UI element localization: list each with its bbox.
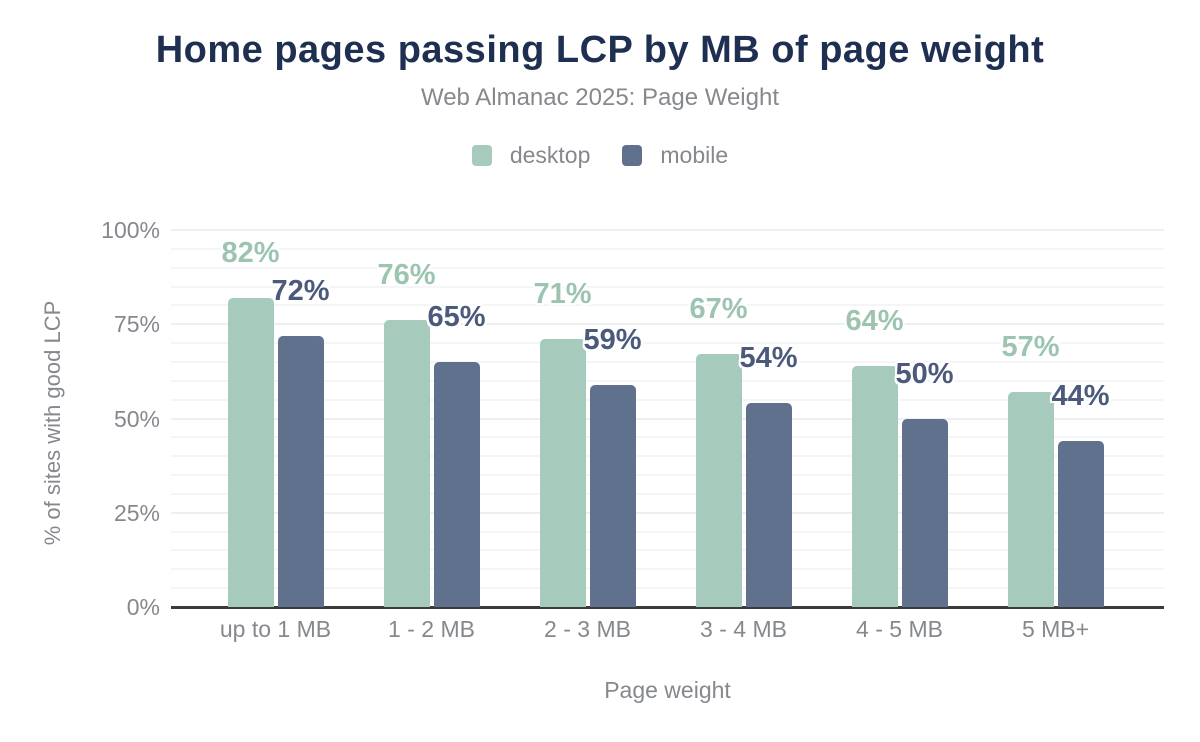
bar-desktop-6[interactable]: 57% <box>1001 333 1060 607</box>
gridline <box>171 530 1164 533</box>
gridline <box>171 342 1164 345</box>
gridline <box>171 229 1164 231</box>
x-axis-line <box>171 606 1164 609</box>
plot-area: 82% 72% 76% 65% 71% 59% 67% 54% 64% 50% 57% 44% <box>171 229 1164 609</box>
bar-value-label-mobile-3: 59% <box>583 323 642 356</box>
gridline <box>171 492 1164 495</box>
legend-swatch-mobile <box>622 145 643 167</box>
chart-title: Home pages passing LCP by MB of page wei… <box>155 29 1045 71</box>
legend-label: mobile <box>660 142 729 169</box>
y-tick-label-0: 0% <box>126 594 160 620</box>
bar-desktop-4[interactable]: 67% <box>689 295 748 607</box>
bar-value-label-desktop-2: 76% <box>377 259 436 292</box>
x-tick-label-4: 3 - 4 MB <box>700 616 787 642</box>
bar-mobile-5[interactable]: 50% <box>895 359 954 607</box>
gridline <box>171 398 1164 401</box>
bar-value-label-desktop-1: 82% <box>221 236 280 269</box>
bar-mobile-6[interactable]: 44% <box>1051 382 1110 607</box>
bar-desktop-2[interactable]: 76% <box>377 261 436 607</box>
bar-value-label-mobile-5: 50% <box>895 357 954 390</box>
y-tick-label-75: 75% <box>113 311 160 338</box>
x-tick-label-6: 5 MB+ <box>1021 616 1090 642</box>
bar-group-3: 71% 59% <box>510 230 666 607</box>
bar-mobile-3[interactable]: 59% <box>583 325 642 607</box>
bar-group-5: 64% 50% <box>822 230 978 607</box>
gridline <box>171 304 1164 307</box>
x-axis-title: Page weight <box>604 677 731 703</box>
gridline <box>171 379 1164 382</box>
legend-swatch-desktop <box>471 145 492 167</box>
gridline <box>171 247 1164 250</box>
gridline <box>171 323 1164 326</box>
x-tick-label-2: 1 - 2 MB <box>388 616 475 642</box>
gridline <box>171 436 1164 439</box>
bar-group-2: 76% 65% <box>354 230 510 607</box>
bar-group-4: 67% 54% <box>666 230 822 607</box>
legend-item-mobile[interactable]: mobile <box>622 142 728 169</box>
gridline <box>171 360 1164 363</box>
bar-value-label-desktop-4: 67% <box>689 293 748 326</box>
x-tick-label-5: 4 - 5 MB <box>856 616 943 642</box>
gridline <box>171 587 1164 590</box>
bar-desktop-5[interactable]: 64% <box>845 306 904 607</box>
x-tick-label-1: up to 1 MB <box>219 616 332 642</box>
bar-value-label-mobile-2: 65% <box>427 300 486 333</box>
legend-label: desktop <box>509 142 591 169</box>
gridline <box>171 511 1164 514</box>
bar-group-6: 57% 44% <box>978 230 1134 607</box>
bar-group-1: 82% 72% <box>198 230 354 607</box>
legend: desktop mobile <box>0 142 1200 169</box>
bar-mobile-4[interactable]: 54% <box>739 344 798 607</box>
bar-value-label-desktop-3: 71% <box>533 278 592 311</box>
bar-mobile-1[interactable]: 72% <box>271 276 330 607</box>
bar-mobile-2[interactable]: 65% <box>427 302 486 607</box>
chart-subtitle: Web Almanac 2025: Page Weight <box>420 83 779 111</box>
bar-value-label-desktop-5: 64% <box>845 304 904 337</box>
bar-value-label-mobile-6: 44% <box>1051 380 1110 413</box>
gridline <box>171 474 1164 477</box>
bar-desktop-1[interactable]: 82% <box>221 238 280 607</box>
x-tick-label-3: 2 - 3 MB <box>544 616 631 642</box>
bar-value-label-desktop-6: 57% <box>1001 331 1060 364</box>
bar-desktop-3[interactable]: 71% <box>533 280 592 607</box>
legend-item-desktop[interactable]: desktop <box>471 142 591 169</box>
y-tick-label-100: 100% <box>101 217 160 243</box>
gridline <box>171 417 1164 420</box>
gridline <box>171 455 1164 458</box>
bar-value-label-mobile-1: 72% <box>271 274 330 307</box>
bar-value-label-mobile-4: 54% <box>739 342 798 375</box>
gridline <box>171 549 1164 552</box>
y-tick-label-50: 50% <box>113 405 160 432</box>
y-tick-label-25: 25% <box>113 499 160 526</box>
gridline <box>171 285 1164 288</box>
gridline <box>171 266 1164 269</box>
gridline <box>171 568 1164 571</box>
